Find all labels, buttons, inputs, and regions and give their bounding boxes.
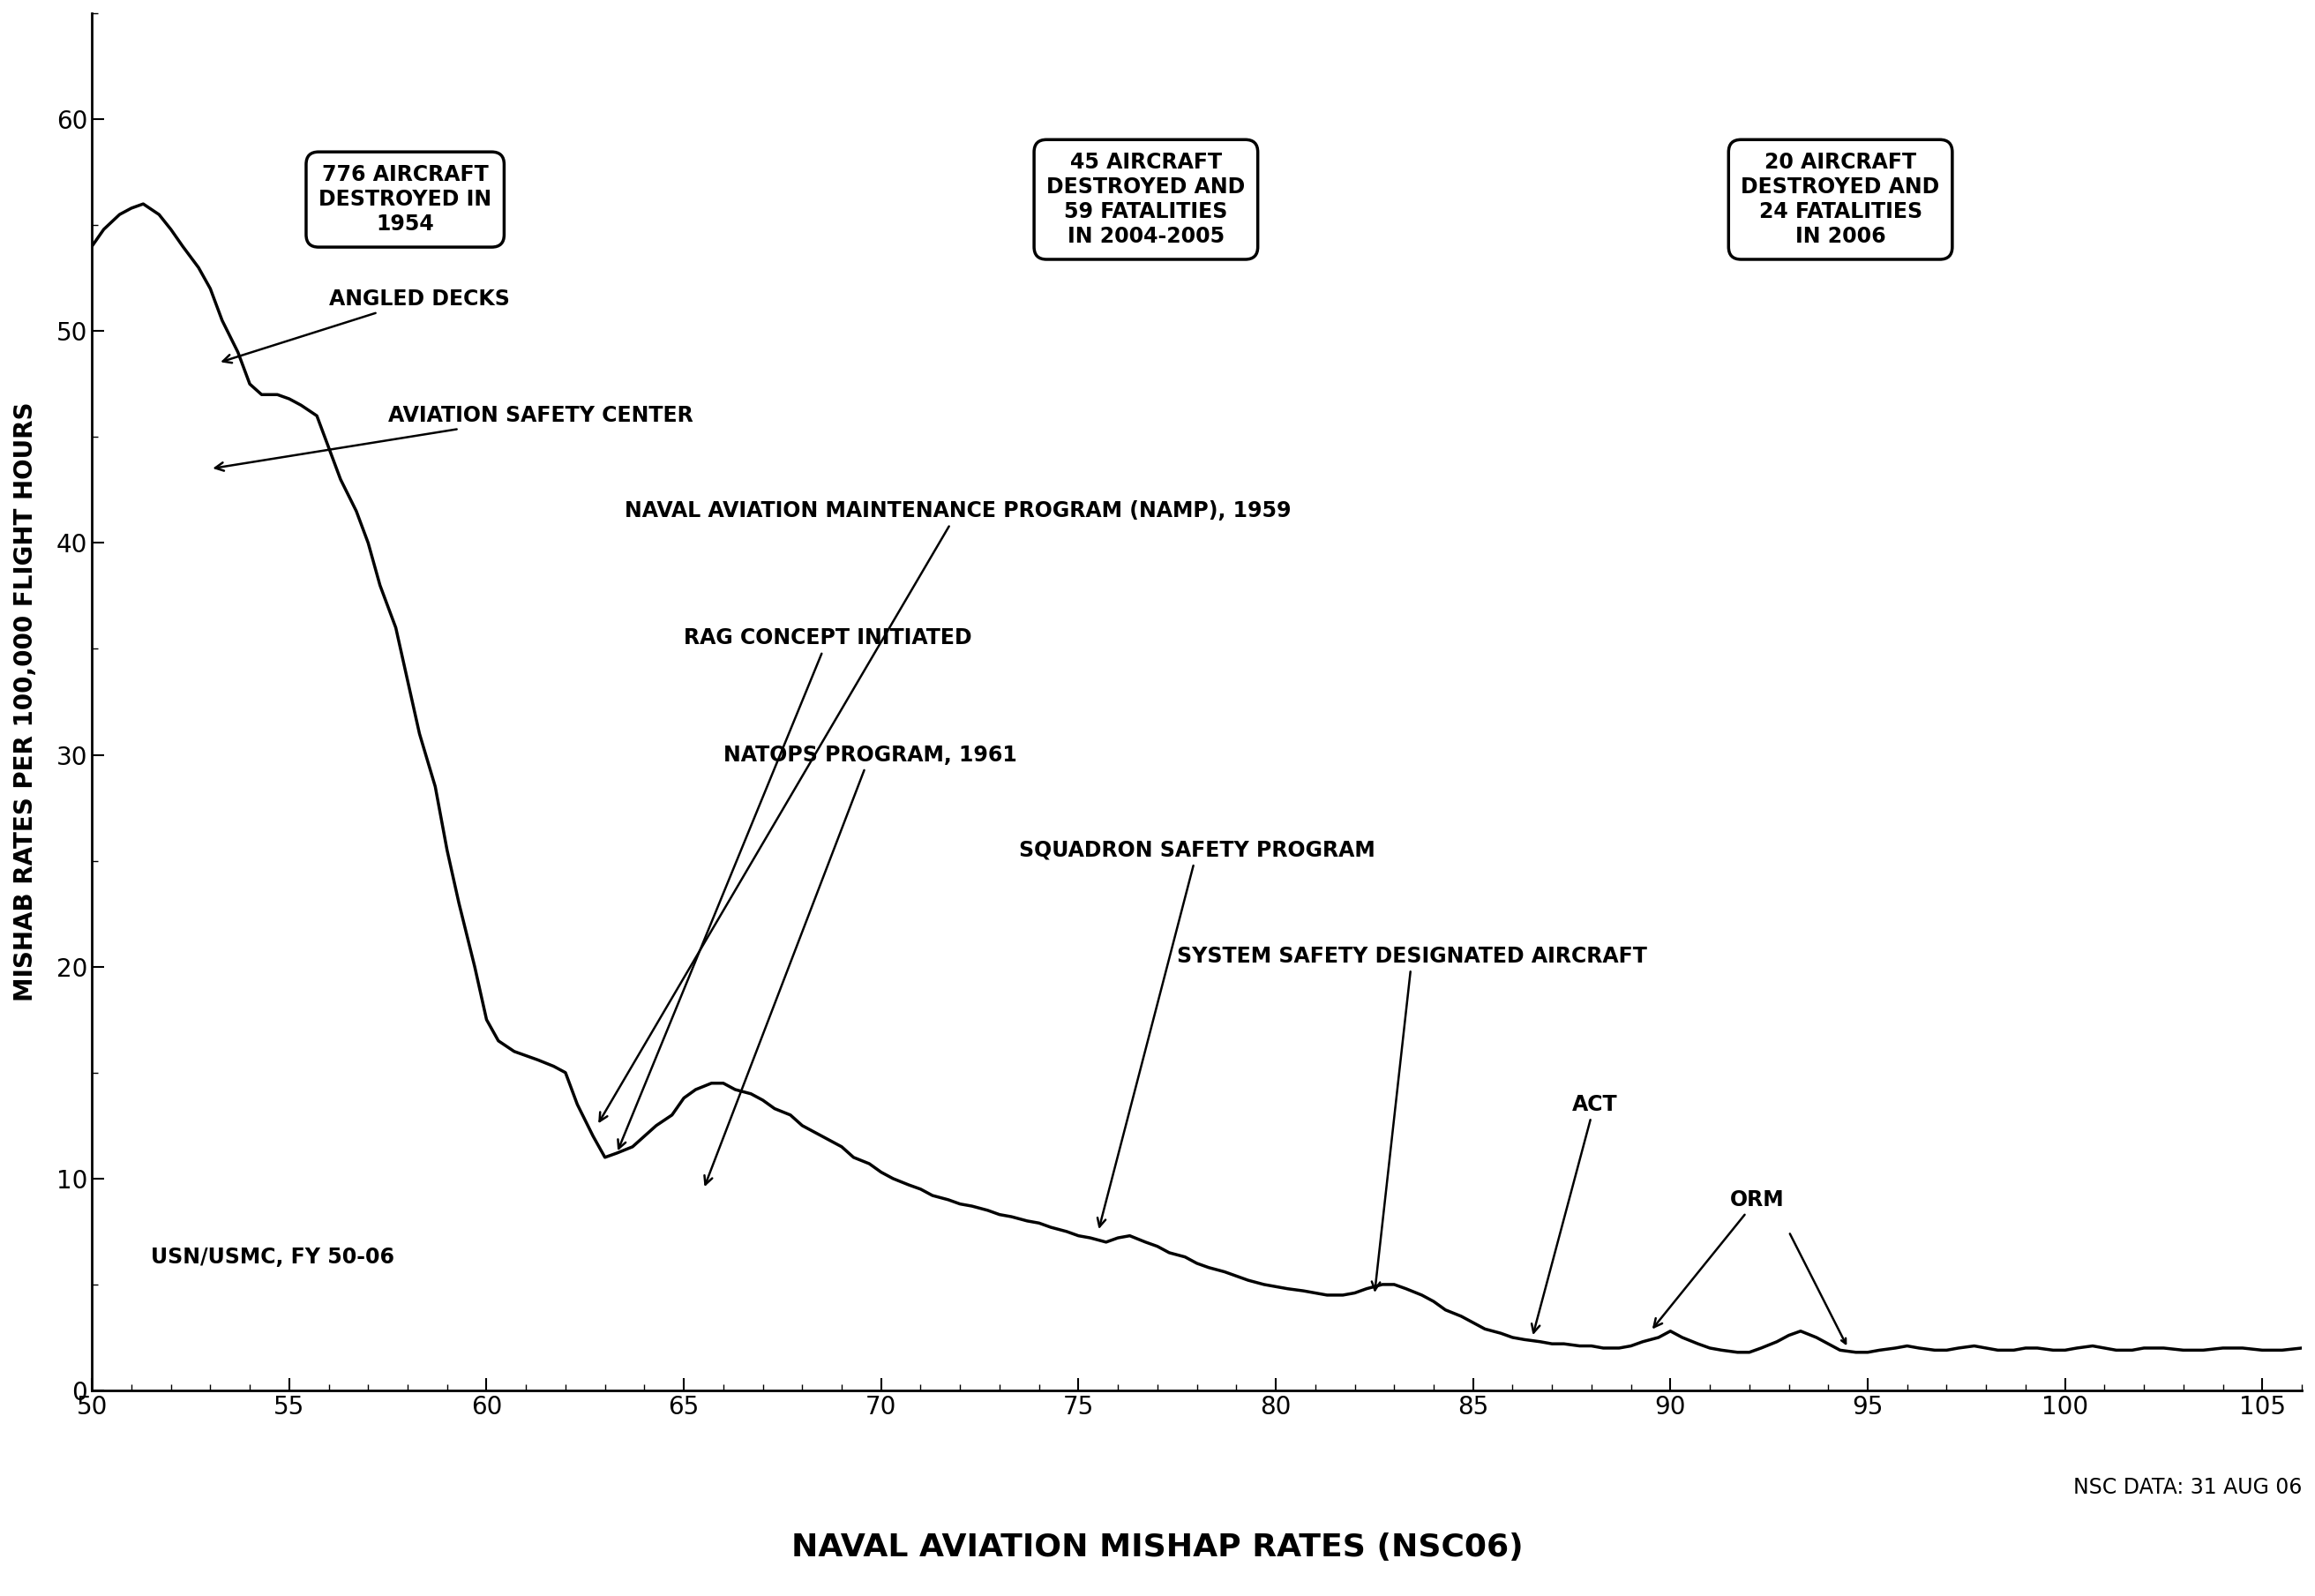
Text: 776 AIRCRAFT
DESTROYED IN
1954: 776 AIRCRAFT DESTROYED IN 1954 [319, 164, 491, 235]
Text: NATOPS PROGRAM, 1961: NATOPS PROGRAM, 1961 [704, 744, 1016, 1184]
Text: 45 AIRCRAFT
DESTROYED AND
59 FATALITIES
IN 2004-2005: 45 AIRCRAFT DESTROYED AND 59 FATALITIES … [1046, 152, 1245, 247]
Text: SYSTEM SAFETY DESIGNATED AIRCRAFT: SYSTEM SAFETY DESIGNATED AIRCRAFT [1176, 945, 1648, 1290]
Text: USN/USMC, FY 50-06: USN/USMC, FY 50-06 [150, 1246, 394, 1267]
Text: ACT: ACT [1533, 1093, 1618, 1333]
Text: NSC DATA: 31 AUG 06: NSC DATA: 31 AUG 06 [2072, 1476, 2301, 1499]
Text: RAG CONCEPT INITIATED: RAG CONCEPT INITIATED [618, 627, 972, 1149]
Text: AVIATION SAFETY CENTER: AVIATION SAFETY CENTER [215, 405, 692, 471]
Text: ORM: ORM [1653, 1189, 1785, 1328]
Text: SQUADRON SAFETY PROGRAM: SQUADRON SAFETY PROGRAM [1019, 839, 1375, 1227]
Text: NAVAL AVIATION MAINTENANCE PROGRAM (NAMP), 1959: NAVAL AVIATION MAINTENANCE PROGRAM (NAMP… [600, 501, 1292, 1122]
Text: ANGLED DECKS: ANGLED DECKS [222, 289, 509, 362]
Text: 20 AIRCRAFT
DESTROYED AND
24 FATALITIES
IN 2006: 20 AIRCRAFT DESTROYED AND 24 FATALITIES … [1741, 152, 1940, 247]
Y-axis label: MISHAB RATES PER 100,000 FLIGHT HOURS: MISHAB RATES PER 100,000 FLIGHT HOURS [14, 402, 37, 1002]
Text: NAVAL AVIATION MISHAP RATES (NSC06): NAVAL AVIATION MISHAP RATES (NSC06) [792, 1532, 1523, 1562]
